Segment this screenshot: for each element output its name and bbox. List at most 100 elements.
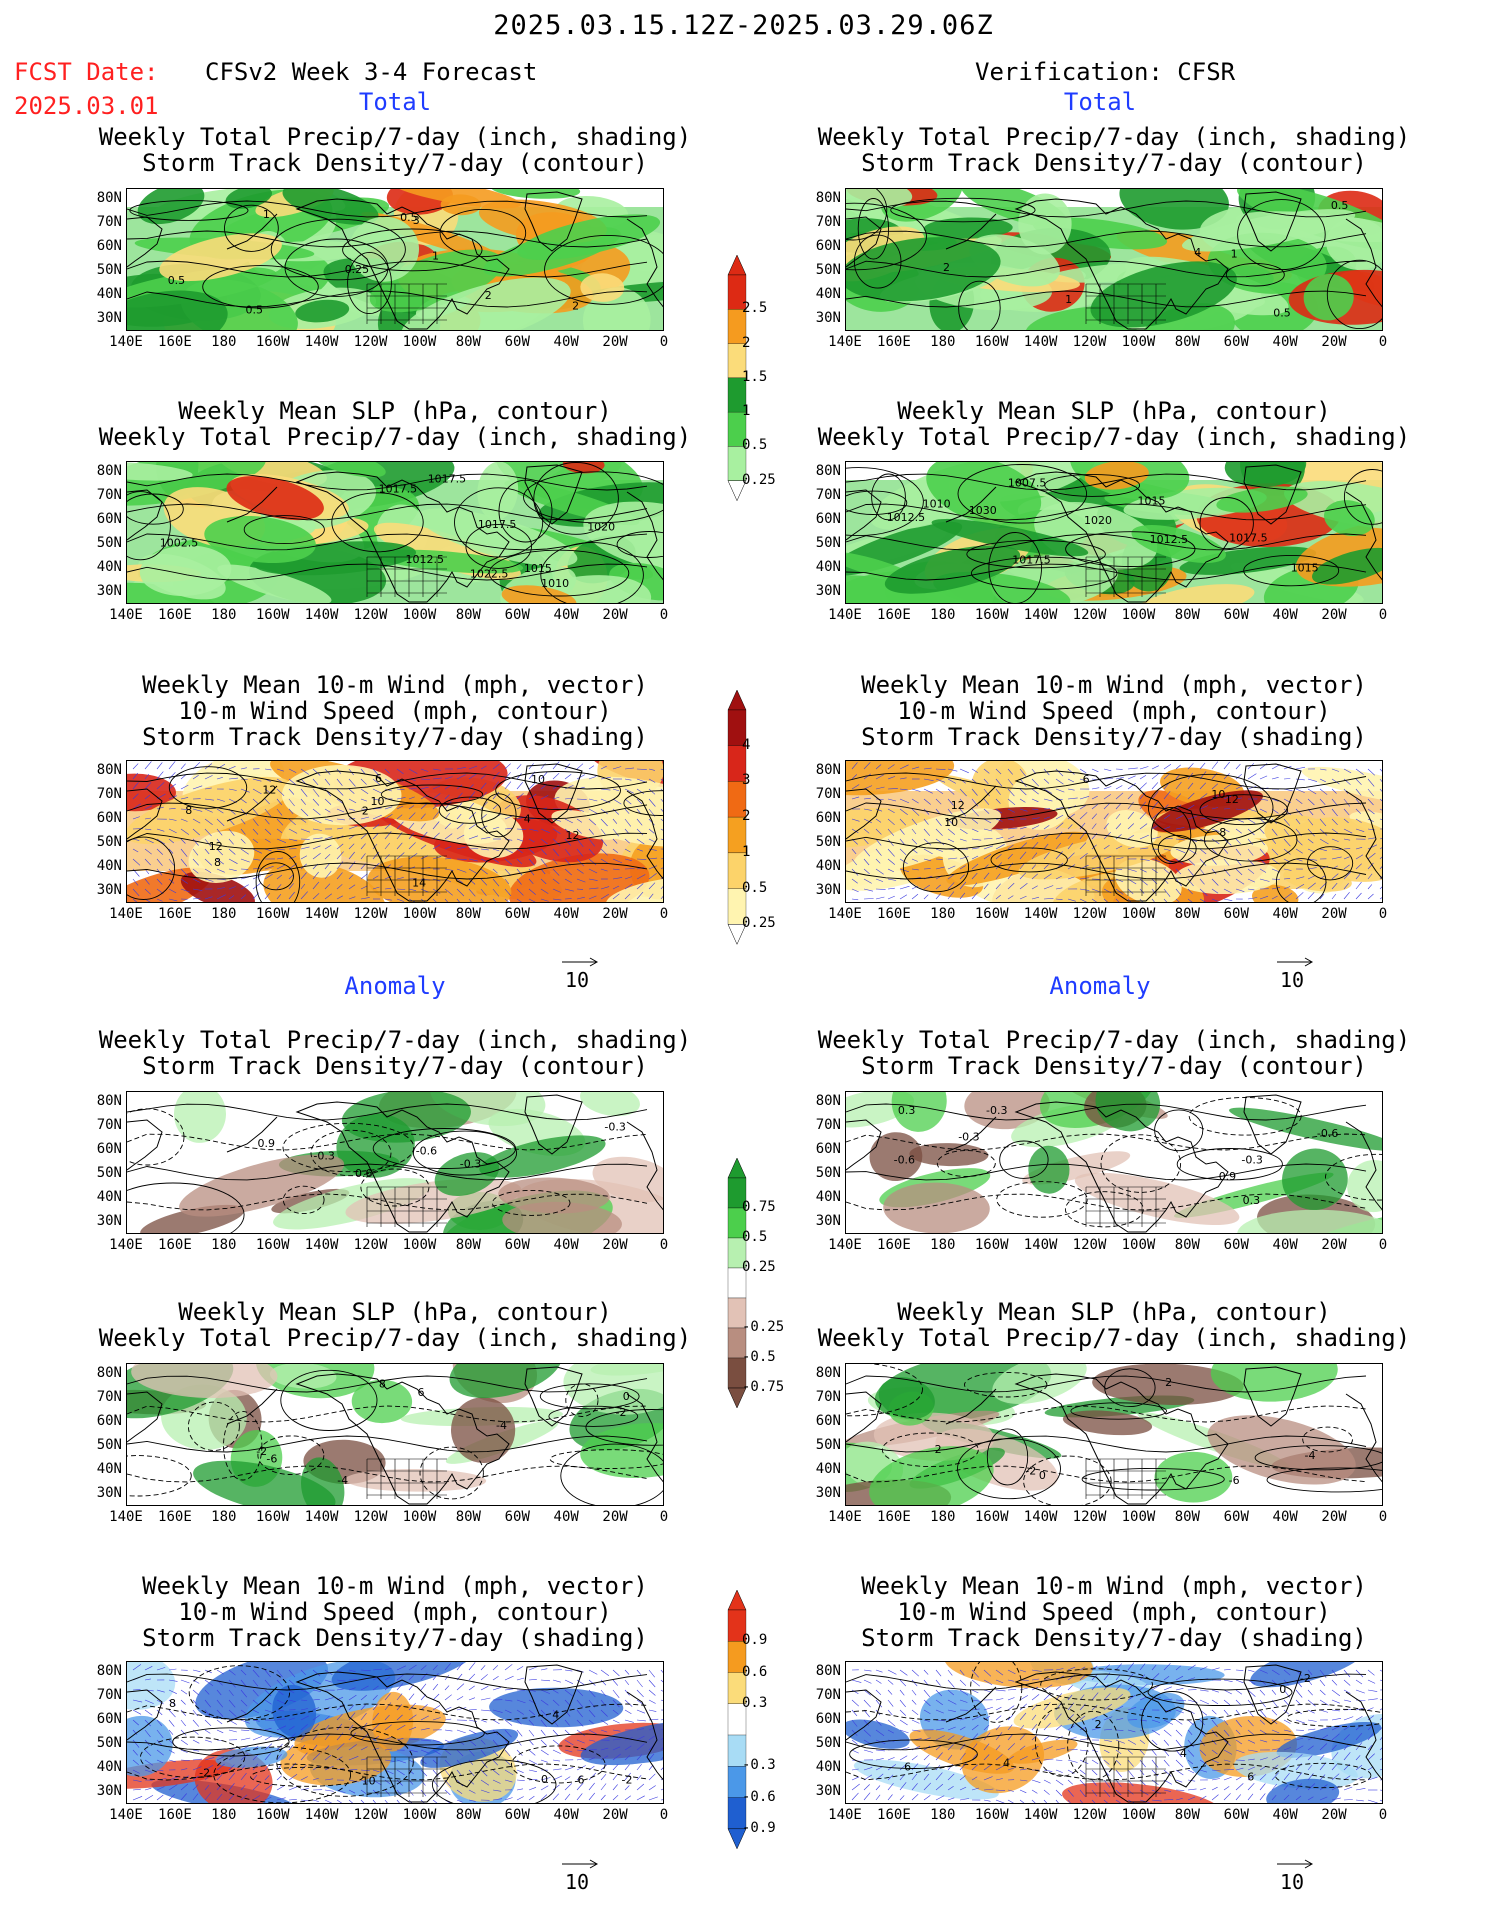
- lon-tick: 120W: [1072, 906, 1107, 922]
- lon-tick: 160E: [158, 607, 192, 623]
- state-borders: [1085, 1186, 1166, 1227]
- colorbar-label: -0.6: [742, 1788, 776, 1805]
- contour-label: 0.6: [355, 1167, 373, 1180]
- contour-lines: [846, 772, 1367, 902]
- shading-field: [846, 1662, 1382, 1803]
- aleutian-coast: [945, 1116, 997, 1153]
- panel-title-2-right-2: Storm Track Density/7-day (shading): [861, 723, 1367, 751]
- lon-tick: 140W: [1023, 607, 1058, 623]
- greenland-coast: [524, 1094, 583, 1155]
- lon-tick: 100W: [402, 1237, 437, 1253]
- panel-title-5-right-1: 10-m Wind Speed (mph, contour): [897, 1598, 1331, 1626]
- contour-label: 4: [1003, 1757, 1010, 1770]
- lon-tick: 180: [211, 1807, 237, 1823]
- lon-tick: 20W: [602, 1807, 628, 1823]
- lon-tick: 40W: [553, 1509, 579, 1525]
- lon-tick: 120W: [1072, 1509, 1107, 1525]
- lon-tick: 160W: [255, 906, 290, 922]
- section-anomaly-left: Anomaly: [344, 972, 446, 1000]
- lon-tick: 0: [659, 607, 669, 623]
- wind-reference-label: 10: [565, 968, 590, 992]
- lat-tick: 50N: [96, 1437, 122, 1453]
- contour-label: 1010: [923, 497, 951, 510]
- lon-tick: 160E: [158, 1237, 192, 1253]
- lat-tick: 30N: [96, 1783, 122, 1799]
- lon-tick: 100W: [1121, 1807, 1156, 1823]
- state-borders: [366, 855, 447, 896]
- colorbar-label: 0.75: [742, 1199, 776, 1215]
- contour-label: 6: [578, 1774, 585, 1787]
- aleutian-coast: [226, 1116, 278, 1153]
- contour-label: 0.25: [345, 263, 370, 276]
- colorbar-label: -0.9: [742, 1819, 776, 1836]
- contour-label: 2: [943, 261, 950, 274]
- lon-tick: 60W: [504, 334, 530, 350]
- lon-tick: 40W: [553, 607, 579, 623]
- lon-tick: 120W: [353, 334, 388, 350]
- coastlines: [846, 1664, 1382, 1803]
- wind-vectors: [132, 1662, 663, 1803]
- contour-lines: [127, 462, 663, 603]
- panel-title-2-right-0: Weekly Mean 10-m Wind (mph, vector): [861, 671, 1367, 699]
- lat-tick: 30N: [815, 1783, 841, 1799]
- contour-label: 10: [944, 816, 958, 829]
- asia-coast: [846, 1119, 882, 1171]
- contour-lines: [846, 464, 1382, 603]
- lon-tick: 40W: [553, 1807, 579, 1823]
- lat-tick: 70N: [96, 1687, 122, 1703]
- europe-coast: [1345, 218, 1382, 308]
- lon-tick: 120W: [1072, 1237, 1107, 1253]
- colorbar-label: 1.5: [742, 368, 768, 385]
- lon-tick: 180: [930, 906, 956, 922]
- map-panel-3-left: -0.3 0.9 0.6 -0.3 -0.6 -0.3: [126, 1091, 664, 1234]
- contour-label: 1015: [524, 562, 552, 575]
- contour-label: 0.5: [1331, 199, 1349, 212]
- lat-tick: 30N: [96, 1213, 122, 1229]
- contour-label: 2: [485, 289, 492, 302]
- state-borders: [1085, 855, 1166, 896]
- lat-tick: 80N: [815, 463, 841, 479]
- contour-label: -2: [199, 1767, 210, 1780]
- lon-tick: 160E: [877, 1807, 911, 1823]
- colorbar-label: 1: [742, 843, 751, 860]
- contour-label: 1: [1065, 293, 1072, 306]
- contour-label: 0.5: [246, 303, 264, 316]
- contour-lines: [846, 1662, 1382, 1789]
- contour-label: 2: [362, 805, 369, 818]
- lat-tick: 40N: [96, 1189, 122, 1205]
- lon-tick: 100W: [1121, 1509, 1156, 1525]
- lat-tick: 40N: [815, 858, 841, 874]
- panel-title-5-right-0: Weekly Mean 10-m Wind (mph, vector): [861, 1572, 1367, 1600]
- contour-lines: [127, 1369, 663, 1505]
- lat-tick: 60N: [815, 511, 841, 527]
- coastlines: [127, 1094, 663, 1233]
- lat-tick: 40N: [815, 286, 841, 302]
- lon-tick: 20W: [1321, 1509, 1347, 1525]
- lon-tick: 140E: [109, 1509, 143, 1525]
- contour-label: 1017.5: [379, 482, 418, 495]
- shading-field: [127, 1662, 663, 1803]
- lon-tick: 20W: [602, 607, 628, 623]
- lon-tick: 160W: [974, 1807, 1009, 1823]
- lon-tick: 160W: [974, 334, 1009, 350]
- contour-label: 6: [1083, 773, 1090, 786]
- colorbar-label: -0.25: [742, 1319, 785, 1335]
- contour-label: -0.3: [1241, 1154, 1262, 1167]
- panel-title-1-right-0: Weekly Mean SLP (hPa, contour): [897, 397, 1331, 425]
- lon-tick: 80W: [455, 334, 481, 350]
- aleutian-coast: [945, 1388, 997, 1425]
- lon-tick: 140W: [1023, 1807, 1058, 1823]
- contour-lines: [846, 1097, 1382, 1228]
- europe-coast: [626, 218, 663, 308]
- contour-label: 1015: [1291, 562, 1319, 575]
- panel-title-0-left-1: Storm Track Density/7-day (contour): [142, 149, 648, 177]
- contour-label: 4: [1180, 1747, 1187, 1760]
- europe-coast: [1345, 1393, 1382, 1483]
- contour-label: 0.3: [1243, 1194, 1261, 1207]
- section-total-left: Total: [358, 88, 432, 116]
- lat-tick: 80N: [815, 1365, 841, 1381]
- lat-tick: 80N: [815, 762, 841, 778]
- wind-reference-label: 10: [565, 1870, 590, 1894]
- aleutian-coast: [226, 213, 278, 250]
- contour-lines: [127, 200, 663, 315]
